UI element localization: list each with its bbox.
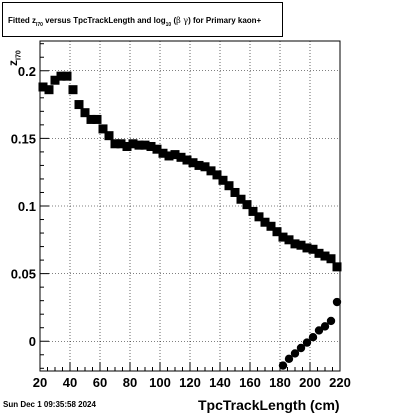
circle-marker bbox=[302, 338, 312, 347]
square-marker bbox=[170, 150, 180, 160]
square-marker bbox=[122, 141, 132, 151]
title-greek: β γ bbox=[176, 16, 189, 25]
square-marker bbox=[314, 248, 324, 258]
x-tick-label: 220 bbox=[329, 375, 351, 390]
square-marker bbox=[254, 212, 264, 222]
square-marker bbox=[302, 243, 312, 253]
square-marker bbox=[224, 181, 234, 191]
square-marker bbox=[182, 155, 192, 165]
circle-marker bbox=[320, 322, 330, 331]
square-marker bbox=[146, 141, 156, 151]
square-marker bbox=[134, 140, 144, 150]
square-marker bbox=[230, 187, 240, 197]
title-subscript-1: I70 bbox=[36, 22, 43, 28]
title-text-4: ) for Primary kaon+ bbox=[188, 16, 262, 25]
title-text-2: versus TpcTrackLength and log bbox=[42, 16, 166, 25]
square-marker bbox=[194, 160, 204, 170]
title-box: Fitted zI70 versus TpcTrackLength and lo… bbox=[2, 2, 283, 37]
square-marker bbox=[80, 108, 90, 118]
square-marker bbox=[290, 239, 300, 249]
square-marker bbox=[200, 162, 210, 172]
square-marker bbox=[38, 82, 48, 92]
y-tick-label: 0.2 bbox=[18, 64, 36, 79]
square-marker bbox=[260, 217, 270, 227]
circle-marker bbox=[332, 297, 342, 307]
x-tick-label: 80 bbox=[123, 375, 137, 390]
x-tick-label: 100 bbox=[149, 375, 171, 390]
square-marker bbox=[236, 194, 246, 204]
timestamp: Sun Dec 1 09:35:58 2024 bbox=[3, 400, 96, 409]
x-tick-label: 140 bbox=[209, 375, 231, 390]
square-marker bbox=[128, 139, 138, 149]
square-marker bbox=[158, 148, 168, 158]
square-marker bbox=[92, 114, 102, 124]
circle-marker bbox=[308, 332, 318, 342]
square-marker bbox=[98, 124, 108, 134]
y-tick-label: 0.15 bbox=[11, 131, 36, 146]
square-marker bbox=[278, 232, 288, 242]
x-tick-label: 60 bbox=[93, 375, 107, 390]
square-marker bbox=[296, 240, 306, 250]
square-marker bbox=[50, 75, 60, 85]
square-marker bbox=[188, 158, 198, 168]
square-marker bbox=[332, 262, 342, 272]
square-marker bbox=[110, 139, 120, 149]
x-tick-label: 200 bbox=[299, 375, 321, 390]
square-marker bbox=[62, 71, 72, 81]
y-tick-label: 0 bbox=[29, 334, 36, 349]
square-marker bbox=[164, 151, 174, 161]
x-axis-title: TpcTrackLength (cm) bbox=[198, 397, 340, 413]
circle-marker bbox=[314, 326, 324, 335]
square-marker bbox=[56, 71, 66, 81]
title-text-1: Fitted z bbox=[8, 16, 36, 25]
x-tick-label: 180 bbox=[269, 375, 291, 390]
title-subscript-2: 10 bbox=[165, 22, 172, 28]
square-marker bbox=[272, 227, 282, 237]
circle-marker bbox=[278, 361, 288, 370]
square-marker bbox=[218, 175, 228, 185]
square-marker bbox=[86, 114, 96, 124]
square-marker bbox=[176, 152, 186, 162]
circle-marker bbox=[290, 349, 300, 358]
x-tick-label: 40 bbox=[63, 375, 77, 390]
x-tick-label: 160 bbox=[239, 375, 261, 390]
x-tick-label: 120 bbox=[179, 375, 201, 390]
square-marker bbox=[74, 100, 84, 110]
square-marker bbox=[284, 235, 294, 245]
data-points bbox=[38, 71, 342, 370]
square-marker bbox=[104, 131, 114, 141]
square-marker bbox=[140, 140, 150, 150]
square-marker bbox=[116, 139, 126, 149]
title-text-3: ( bbox=[173, 16, 177, 25]
axis-ticks bbox=[39, 43, 341, 371]
square-marker bbox=[266, 221, 276, 231]
plot-title: Fitted zI70 versus TpcTrackLength and lo… bbox=[8, 16, 261, 30]
square-marker bbox=[326, 254, 336, 264]
square-marker bbox=[206, 166, 216, 176]
square-marker bbox=[44, 85, 54, 95]
square-marker bbox=[242, 200, 252, 210]
grid bbox=[40, 41, 340, 371]
circle-marker bbox=[296, 343, 306, 353]
x-tick-label: 20 bbox=[33, 375, 47, 390]
circle-marker bbox=[326, 316, 336, 326]
tick-labels: 20 40 60 80 100 120 140 160 180 200 220 0 0.05 0.1 0.1… bbox=[11, 64, 351, 390]
y-tick-label: 0.1 bbox=[18, 199, 36, 214]
square-marker bbox=[68, 85, 78, 95]
square-marker bbox=[320, 251, 330, 261]
square-marker bbox=[152, 144, 162, 154]
y-tick-label: 0.05 bbox=[11, 267, 36, 282]
square-marker bbox=[248, 206, 258, 216]
square-marker bbox=[308, 244, 318, 254]
square-marker bbox=[212, 170, 222, 180]
circle-marker bbox=[284, 354, 294, 364]
